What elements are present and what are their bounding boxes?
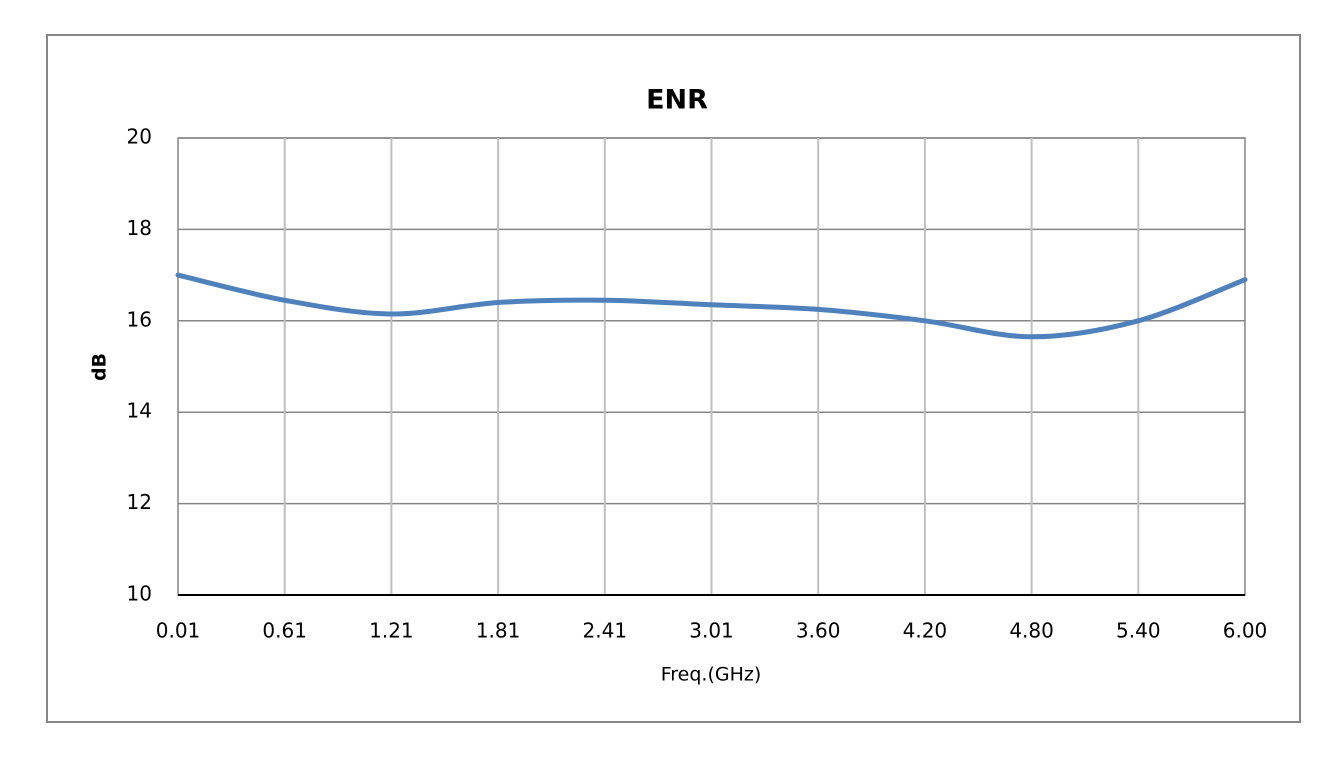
x-tick-label: 4.20 xyxy=(903,619,948,643)
data-line xyxy=(175,272,1248,340)
y-tick-label: 14 xyxy=(127,399,152,423)
x-tick-label: 1.21 xyxy=(369,619,414,643)
x-axis-title: Freq.(GHz) xyxy=(661,664,762,686)
x-tick-label: 5.40 xyxy=(1116,619,1161,643)
x-tick-label: 0.61 xyxy=(262,619,307,643)
y-tick-label: 16 xyxy=(127,307,152,331)
x-tick-label: 3.60 xyxy=(796,619,841,643)
y-tick-label: 18 xyxy=(127,216,152,240)
chart-border xyxy=(46,34,1301,723)
y-tick-label: 10 xyxy=(127,582,152,606)
y-tick-label: 20 xyxy=(127,125,152,149)
x-tick-label: 6.00 xyxy=(1223,619,1268,643)
x-tick-label: 0.01 xyxy=(156,619,201,643)
x-tick-label: 2.41 xyxy=(583,619,628,643)
chart-title: ENR xyxy=(646,85,708,116)
x-tick-label: 3.01 xyxy=(689,619,734,643)
y-axis-title: dB xyxy=(89,353,111,381)
x-tick-label: 1.81 xyxy=(476,619,521,643)
x-tick-label: 4.80 xyxy=(1009,619,1054,643)
y-tick-label: 12 xyxy=(127,490,152,514)
